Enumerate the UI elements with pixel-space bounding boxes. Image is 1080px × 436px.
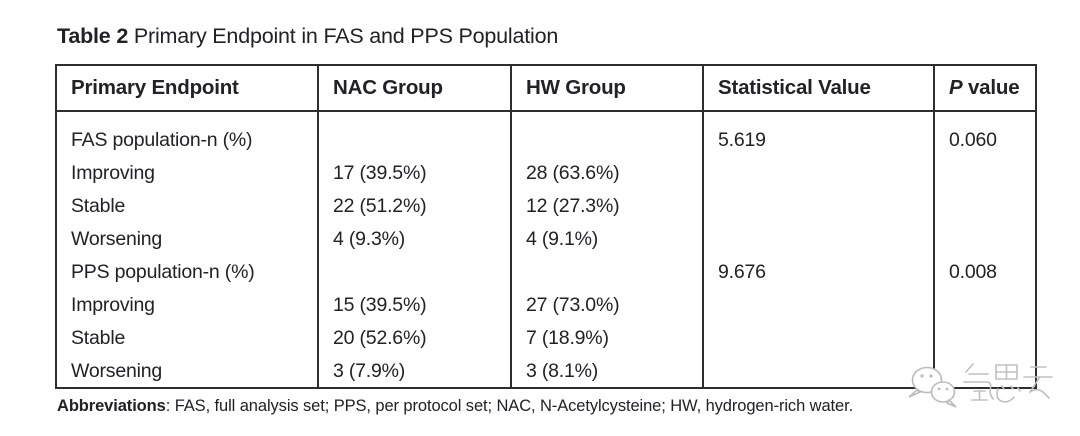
hw-group-cell: 27 (73.0%) bbox=[510, 289, 704, 322]
table-container: Primary Endpoint NAC Group HW Group Stat… bbox=[55, 64, 1037, 389]
hw-group-cell: 12 (27.3%) bbox=[510, 190, 704, 223]
table-row: Stable 22 (51.2%) 12 (27.3%) bbox=[55, 190, 1037, 223]
endpoint-cell: Worsening bbox=[55, 223, 319, 256]
table-row: Worsening 3 (7.9%) 3 (8.1%) bbox=[55, 355, 1037, 388]
nac-group-cell: 4 (9.3%) bbox=[317, 223, 512, 256]
table-row: Worsening 4 (9.3%) 4 (9.1%) bbox=[55, 223, 1037, 256]
hw-group-cell bbox=[510, 256, 704, 289]
nac-group-cell: 22 (51.2%) bbox=[317, 190, 512, 223]
footnote-text: : FAS, full analysis set; PPS, per proto… bbox=[165, 397, 854, 415]
nac-group-cell: 17 (39.5%) bbox=[317, 157, 512, 190]
table-row: Improving 17 (39.5%) 28 (63.6%) bbox=[55, 157, 1037, 190]
p-value-cell bbox=[933, 190, 1037, 223]
p-value-italic: P bbox=[949, 76, 963, 99]
statistical-value-cell: 9.676 bbox=[702, 256, 935, 289]
p-value-cell bbox=[933, 223, 1037, 256]
hw-group-cell: 3 (8.1%) bbox=[510, 355, 704, 388]
col-header-primary-endpoint: Primary Endpoint bbox=[55, 65, 319, 112]
endpoint-cell: Worsening bbox=[55, 355, 319, 388]
statistical-value-cell bbox=[702, 190, 935, 223]
table-title-label: Table 2 bbox=[57, 24, 129, 48]
footnote: Abbreviations: FAS, full analysis set; P… bbox=[57, 397, 853, 416]
p-value-cell bbox=[933, 355, 1037, 388]
nac-group-cell: 20 (52.6%) bbox=[317, 322, 512, 355]
endpoint-cell: Improving bbox=[55, 289, 319, 322]
p-value-cell bbox=[933, 157, 1037, 190]
table-title: Table 2 Primary Endpoint in FAS and PPS … bbox=[57, 24, 558, 49]
col-header-nac-group: NAC Group bbox=[317, 65, 512, 112]
statistical-value-cell bbox=[702, 223, 935, 256]
p-value-cell bbox=[933, 322, 1037, 355]
hw-group-cell: 28 (63.6%) bbox=[510, 157, 704, 190]
results-table: Primary Endpoint NAC Group HW Group Stat… bbox=[55, 64, 1037, 389]
col-header-statistical-value: Statistical Value bbox=[702, 65, 935, 112]
nac-group-cell: 3 (7.9%) bbox=[317, 355, 512, 388]
p-value-cell: 0.008 bbox=[933, 256, 1037, 289]
p-value-cell: 0.060 bbox=[933, 111, 1037, 157]
table-row: Stable 20 (52.6%) 7 (18.9%) bbox=[55, 322, 1037, 355]
col-header-p-value: P value bbox=[933, 65, 1037, 112]
endpoint-cell: Stable bbox=[55, 190, 319, 223]
nac-group-cell bbox=[317, 111, 512, 157]
p-value-rest: value bbox=[962, 76, 1020, 99]
hw-group-cell: 4 (9.1%) bbox=[510, 223, 704, 256]
statistical-value-cell bbox=[702, 289, 935, 322]
endpoint-cell: Improving bbox=[55, 157, 319, 190]
p-value-cell bbox=[933, 289, 1037, 322]
table-body: FAS population-n (%) 5.619 0.060 Improving 1… bbox=[55, 111, 1037, 388]
statistical-value-cell bbox=[702, 322, 935, 355]
table-row: Improving 15 (39.5%) 27 (73.0%) bbox=[55, 289, 1037, 322]
endpoint-cell: PPS population-n (%) bbox=[55, 256, 319, 289]
hw-group-cell bbox=[510, 111, 704, 157]
hw-group-cell: 7 (18.9%) bbox=[510, 322, 704, 355]
statistical-value-cell bbox=[702, 157, 935, 190]
header-row: Primary Endpoint NAC Group HW Group Stat… bbox=[55, 65, 1037, 112]
endpoint-cell: FAS population-n (%) bbox=[55, 111, 319, 157]
statistical-value-cell bbox=[702, 355, 935, 388]
table-row: PPS population-n (%) 9.676 0.008 bbox=[55, 256, 1037, 289]
endpoint-cell: Stable bbox=[55, 322, 319, 355]
nac-group-cell bbox=[317, 256, 512, 289]
table-title-text: Primary Endpoint in FAS and PPS Populati… bbox=[128, 24, 559, 48]
table-row: FAS population-n (%) 5.619 0.060 bbox=[55, 111, 1037, 157]
statistical-value-cell: 5.619 bbox=[702, 111, 935, 157]
col-header-hw-group: HW Group bbox=[510, 65, 704, 112]
nac-group-cell: 15 (39.5%) bbox=[317, 289, 512, 322]
footnote-label: Abbreviations bbox=[57, 397, 166, 415]
